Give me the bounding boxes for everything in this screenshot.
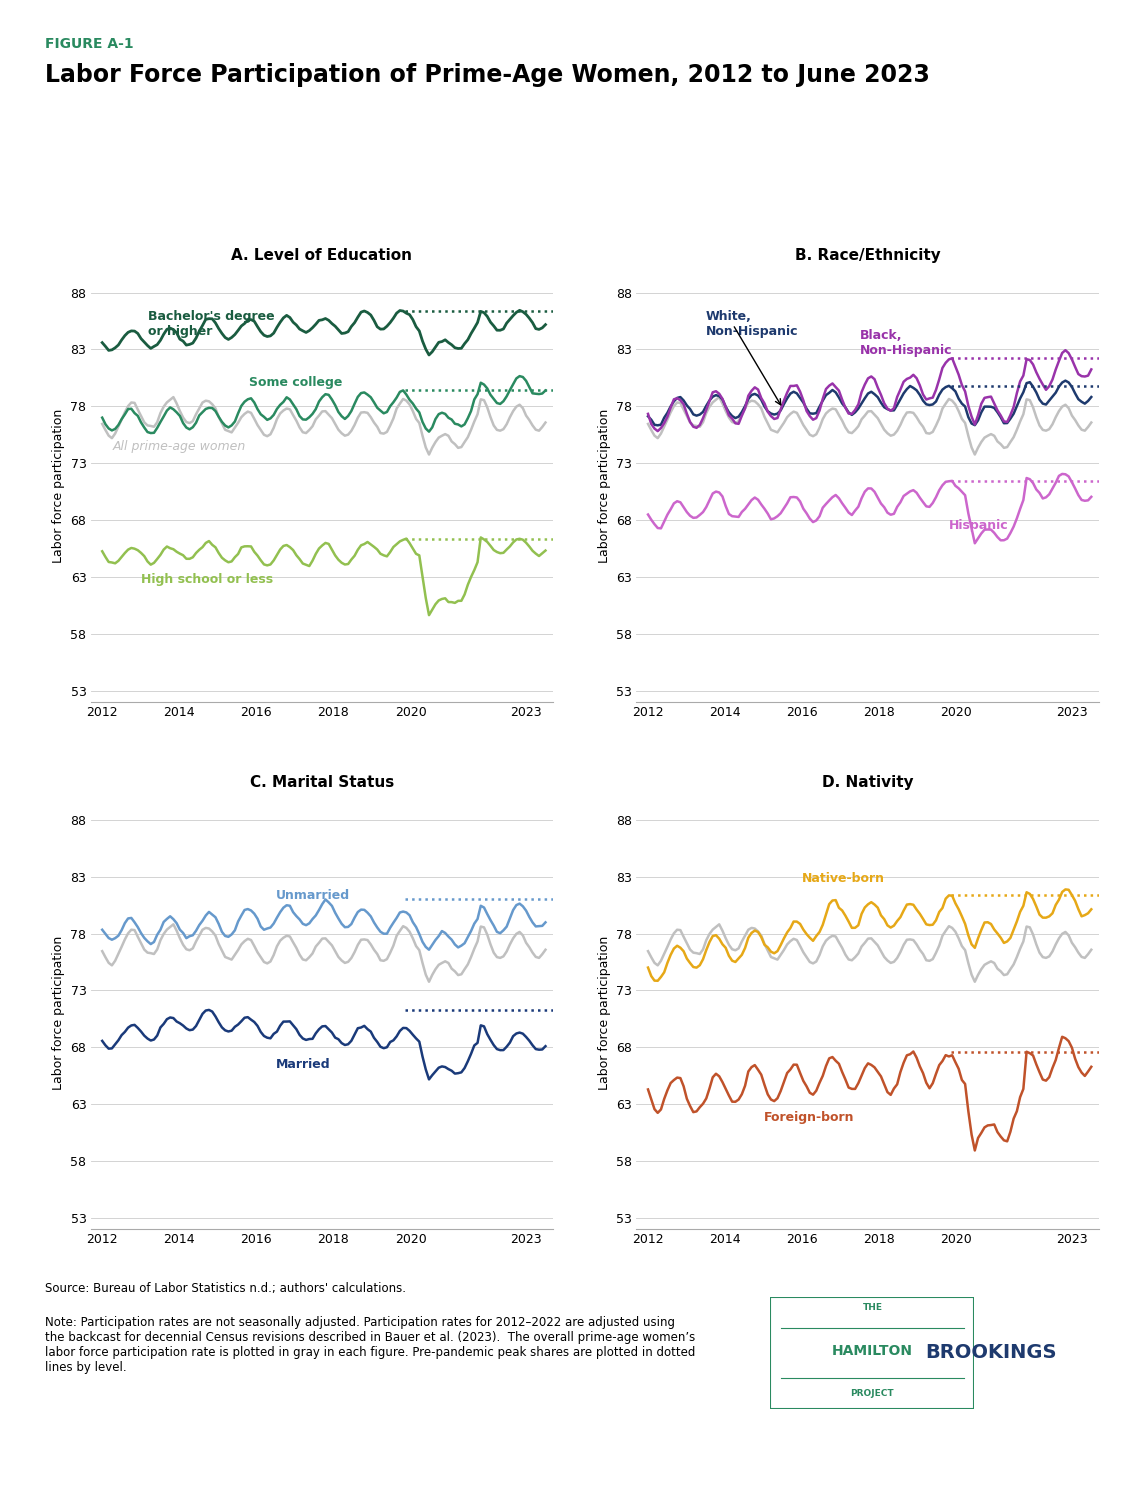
Text: FIGURE A-1: FIGURE A-1 (45, 37, 134, 51)
Title: B. Race/Ethnicity: B. Race/Ethnicity (795, 249, 940, 264)
Text: White,
Non-Hispanic: White, Non-Hispanic (706, 310, 799, 337)
Y-axis label: Labor force participation: Labor force participation (598, 935, 611, 1090)
FancyBboxPatch shape (770, 1297, 974, 1409)
Text: BROOKINGS: BROOKINGS (926, 1343, 1057, 1361)
Text: THE: THE (862, 1303, 883, 1313)
Text: Source: Bureau of Labor Statistics n.d.; authors' calculations.: Source: Bureau of Labor Statistics n.d.;… (45, 1282, 407, 1295)
Text: Some college: Some college (248, 376, 342, 388)
Title: C. Marital Status: C. Marital Status (249, 775, 394, 790)
Text: Bachelor's degree
or higher: Bachelor's degree or higher (148, 310, 275, 337)
Y-axis label: Labor force participation: Labor force participation (598, 409, 611, 564)
Title: D. Nativity: D. Nativity (821, 775, 913, 790)
Text: Black,
Non-Hispanic: Black, Non-Hispanic (860, 328, 953, 357)
Y-axis label: Labor force participation: Labor force participation (52, 409, 65, 564)
Text: All prime-age women: All prime-age women (112, 439, 246, 453)
Text: Foreign-born: Foreign-born (764, 1111, 854, 1124)
Text: PROJECT: PROJECT (851, 1388, 894, 1399)
Text: Labor Force Participation of Prime-Age Women, 2012 to June 2023: Labor Force Participation of Prime-Age W… (45, 63, 930, 87)
Text: High school or less: High school or less (140, 573, 273, 586)
Text: Note: Participation rates are not seasonally adjusted. Participation rates for 2: Note: Participation rates are not season… (45, 1316, 696, 1375)
Text: Native-born: Native-born (802, 872, 885, 886)
Text: Married: Married (275, 1058, 331, 1070)
Text: HAMILTON: HAMILTON (832, 1343, 913, 1358)
Text: Unmarried: Unmarried (275, 889, 350, 902)
Title: A. Level of Education: A. Level of Education (231, 249, 412, 264)
Y-axis label: Labor force participation: Labor force participation (52, 935, 65, 1090)
Text: Hispanic: Hispanic (948, 519, 1008, 532)
